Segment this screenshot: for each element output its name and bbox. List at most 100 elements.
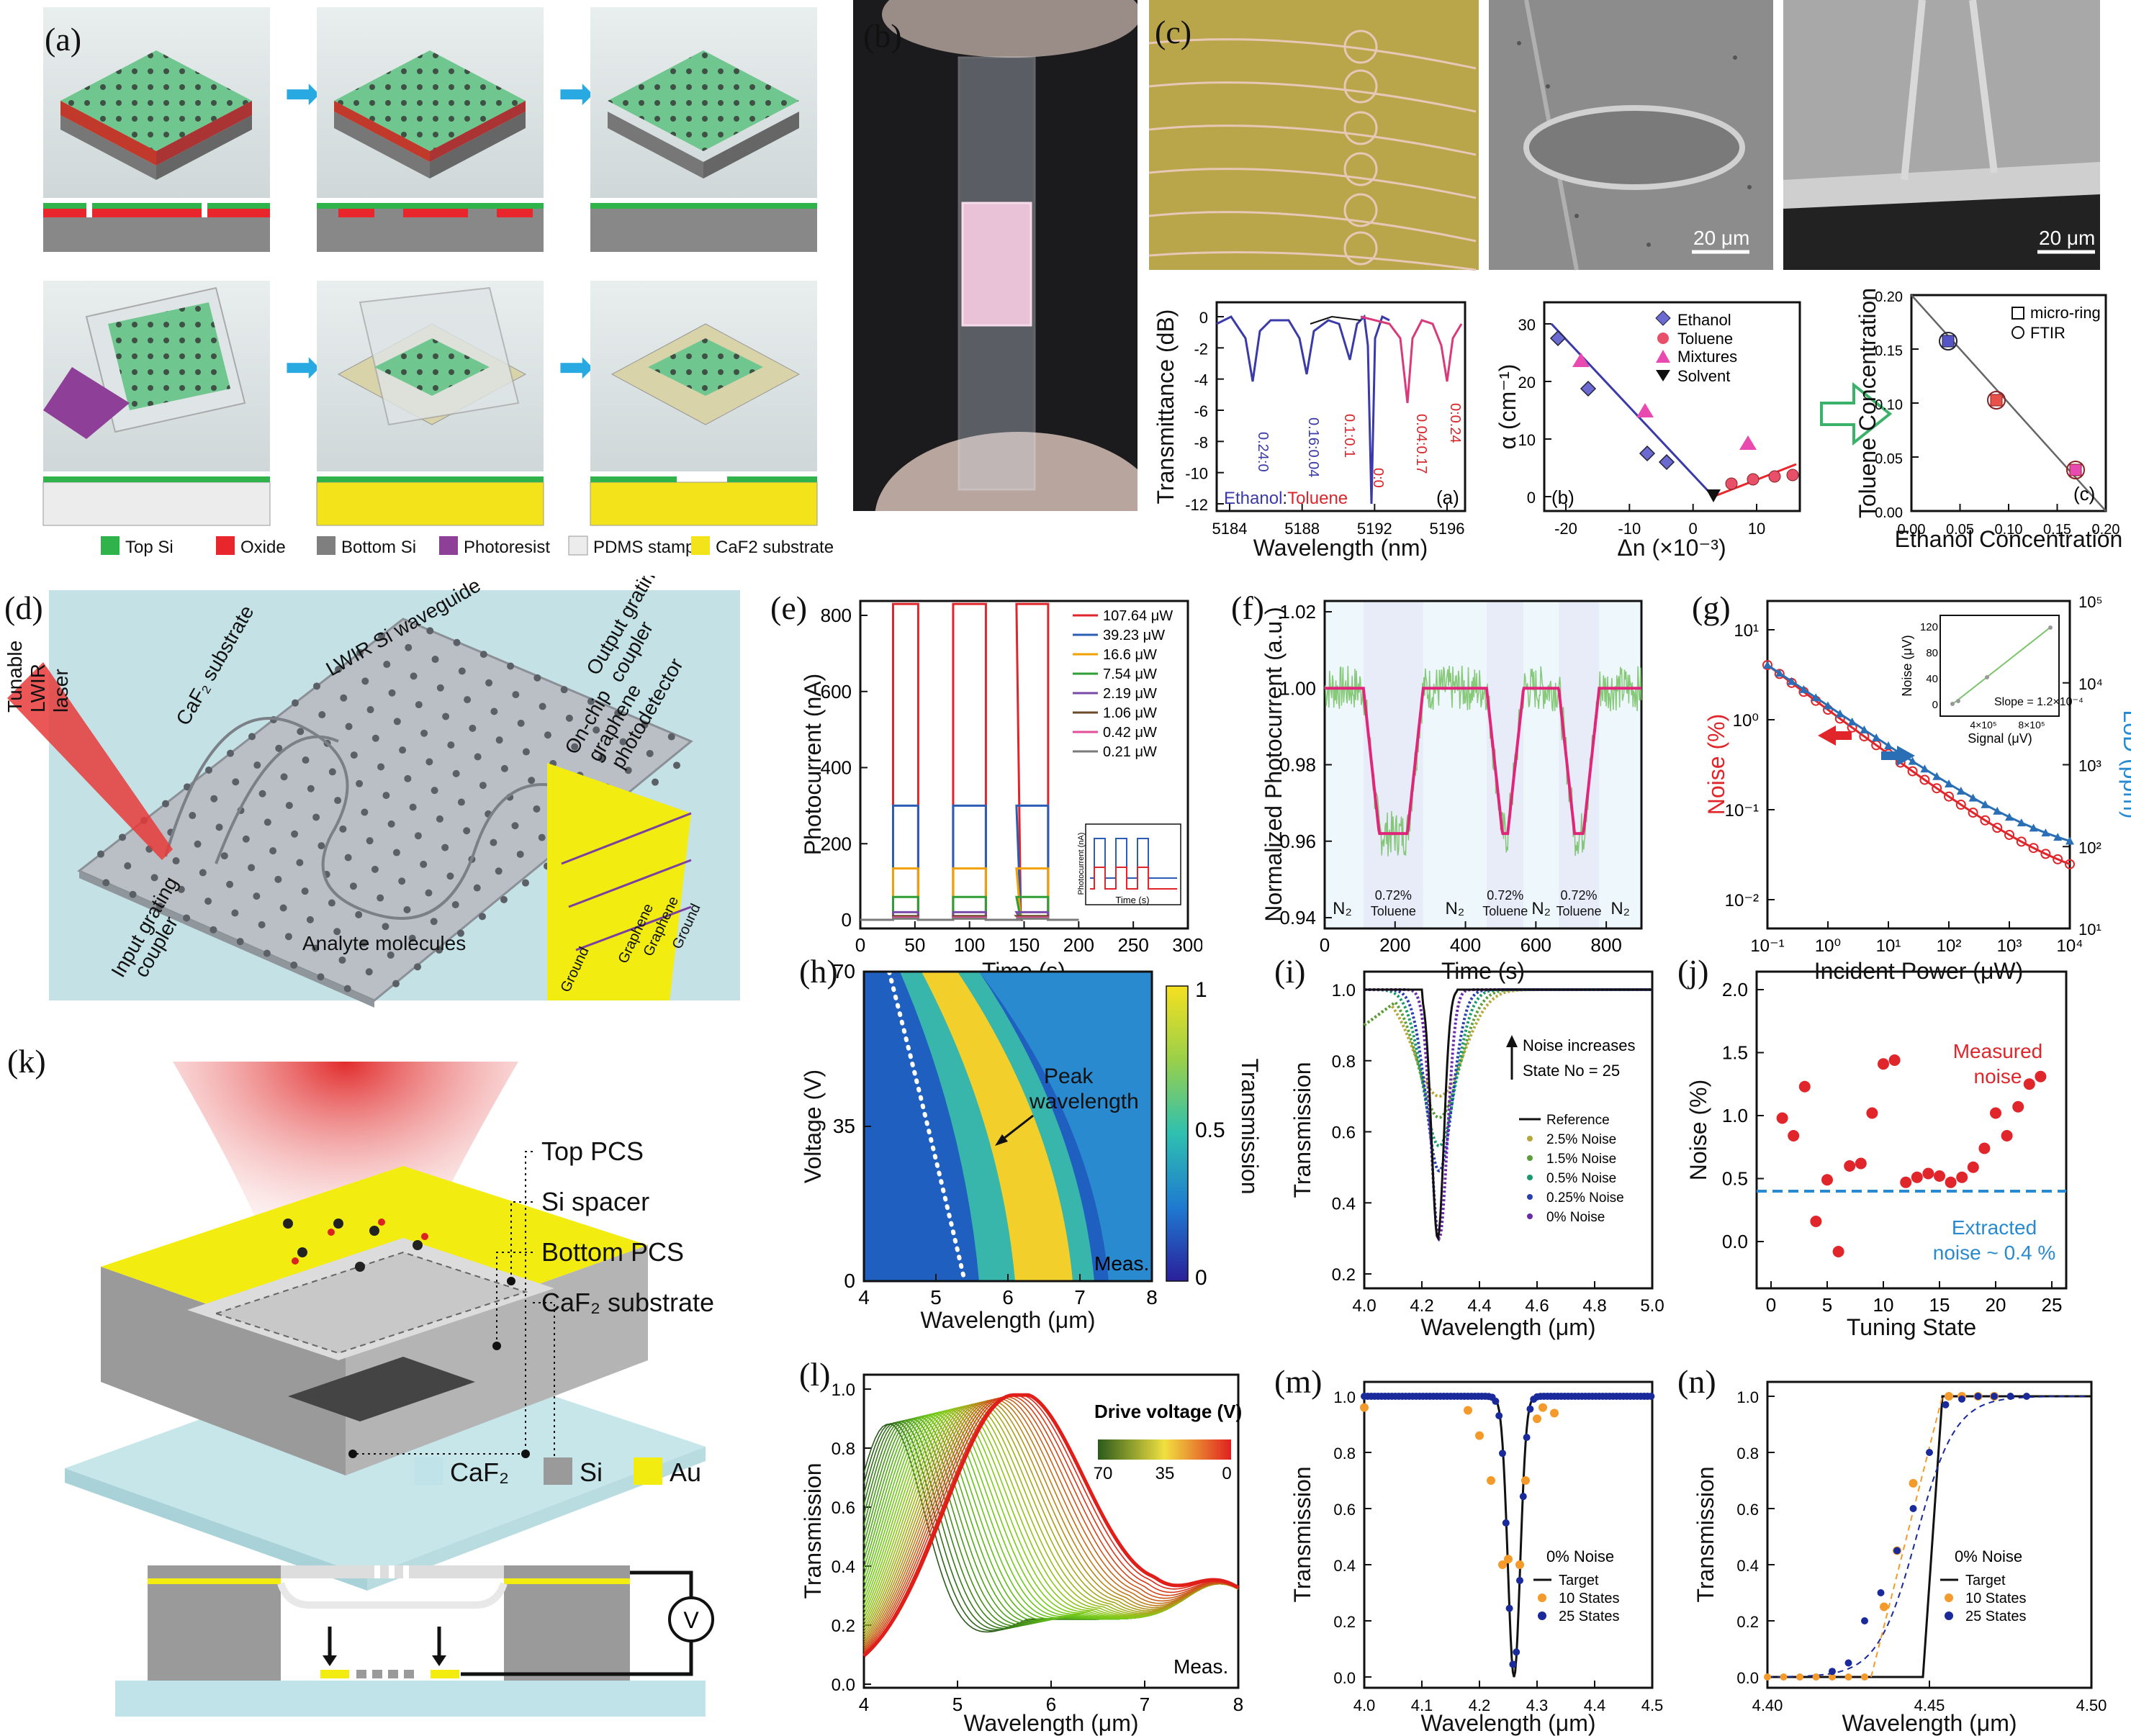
panel-d-figure: Tunable LWIR laser CaF₂ substrate LWIR S… <box>4 576 740 1008</box>
c-a-dip-6: 0:0.24 <box>1447 403 1463 443</box>
tick-label: 0 <box>842 909 852 931</box>
step-5 <box>316 281 544 526</box>
legend-entry: 0.21 μW <box>1103 744 1157 760</box>
tick-label: 2.0 <box>1722 979 1748 1000</box>
j-point <box>2035 1070 2047 1082</box>
k-label-si-spacer: Si spacer <box>541 1187 649 1216</box>
g-noise-point <box>2065 859 2075 869</box>
j-point <box>1934 1170 1945 1182</box>
g-lod-point <box>1872 733 1881 742</box>
tick-label: 10⁴ <box>2056 936 2083 956</box>
j-point <box>1967 1161 1979 1173</box>
legend-oxide: Oxide <box>240 538 286 557</box>
tick-label: 4.2 <box>1469 1696 1491 1714</box>
tick-label: 5 <box>1822 1294 1832 1316</box>
m-10-states-point <box>1464 1406 1472 1415</box>
g-ylabel-right: LoD (ppm) <box>2119 710 2131 818</box>
g-lod-point <box>2065 836 2074 845</box>
tick-label: 0 <box>1766 1294 1776 1316</box>
tick-label: 0.05 <box>1946 522 1974 538</box>
step-2 <box>317 7 544 252</box>
legend-top-si: Top Si <box>125 538 174 557</box>
tick-label: -4 <box>1194 371 1208 389</box>
panel-label-d: (d) <box>4 589 43 626</box>
m-10-states-point <box>1504 1555 1513 1564</box>
g-noise-point <box>2028 843 2039 854</box>
n-10-states-point <box>1909 1478 1918 1488</box>
j-point <box>1990 1107 2001 1119</box>
j-point <box>1888 1054 1901 1066</box>
k-legend-caf2: CaF₂ <box>450 1457 509 1487</box>
voltmeter-icon: V <box>683 1607 699 1633</box>
j-point <box>1956 1171 1968 1183</box>
tick-label: 250 <box>1117 934 1148 956</box>
panel-label-h: (h) <box>799 953 838 990</box>
c-b-legend-solvent: Solvent <box>1677 367 1730 385</box>
tick-label: 0.0 <box>832 1676 855 1695</box>
tick-label: 10 <box>1518 431 1536 449</box>
tick-label: 0.2 <box>1332 1265 1356 1285</box>
g-ylabel-left: Noise (%) <box>1703 714 1729 815</box>
arrow-icon <box>1820 381 1893 446</box>
tick-label: 1.0 <box>1736 1388 1759 1406</box>
panel-c: (c) 20 μm 20 μm Transmittance (dB) Wavel… <box>1145 0 2131 569</box>
k-legend-si: Si <box>580 1457 603 1487</box>
g-lod-point <box>1799 684 1808 693</box>
f-segment-label: 0.72% <box>1487 888 1523 903</box>
i-series <box>1363 988 1652 1119</box>
j-ylabel: Noise (%) <box>1685 1080 1711 1180</box>
tick-label: 1.5 <box>1722 1042 1748 1064</box>
panel-a-legend: Top Si Oxide Bottom Si Photoresist PDMS … <box>101 535 834 557</box>
l-cbar-title: Drive voltage (V) <box>1094 1401 1242 1422</box>
tick-label: 5188 <box>1284 520 1320 538</box>
step-4 <box>42 281 271 526</box>
k-legend: CaF₂ Si Au <box>414 1457 701 1487</box>
panel-label-e: (e) <box>770 589 807 626</box>
c-a-dip-3: 0.1:0.1 <box>1341 414 1357 458</box>
tick-label: 0 <box>1195 1266 1207 1290</box>
legend-swatch <box>1527 1175 1533 1180</box>
tick-label: 4.0 <box>1352 1296 1376 1316</box>
e-inset: Time (s) Photocurrent (nA) <box>1077 823 1181 905</box>
panel-b: (b) <box>853 0 1137 511</box>
tick-label: 400 <box>821 757 852 779</box>
tick-label: 1.0 <box>1333 1388 1356 1406</box>
tick-label: 0.98 <box>1279 754 1316 776</box>
tick-label: 8 <box>1146 1286 1158 1308</box>
c-a-sublabel: (a) <box>1436 487 1459 508</box>
h-ylabel: Voltage (V) <box>800 1070 826 1183</box>
tick-label: 120 <box>1920 621 1938 633</box>
g-lod-point <box>1968 793 1978 802</box>
m-10-states-point <box>1487 1476 1495 1485</box>
optical-micrograph <box>1149 0 1479 270</box>
j-point <box>1776 1112 1788 1124</box>
g-noise-point <box>2053 854 2063 864</box>
m-legend-10: 10 States <box>1559 1591 1620 1606</box>
tick-label: 10² <box>1937 936 1962 956</box>
arrow-icon <box>1881 746 1915 766</box>
tick-label: 0.8 <box>1736 1445 1759 1463</box>
tick-label: 150 <box>1009 934 1040 956</box>
c-b-legend-mixtures: Mixtures <box>1677 348 1737 366</box>
legend-entry: Reference <box>1546 1113 1610 1128</box>
h-cbar-label: Transmission <box>1237 1058 1263 1194</box>
n-legend-25: 25 States <box>1965 1609 2027 1624</box>
g-inset: Noise (μV) 0 40 80 120 4×10⁵ 8×10⁵ Signal (μ… <box>1900 615 2083 746</box>
k-cross-section: V <box>115 1565 714 1717</box>
e-inset-xlabel: Time (s) <box>1115 895 1149 905</box>
panel-e: Photocurrent (nA) Time (s) 0 50 100 150 200 2… <box>742 576 1202 1008</box>
tick-label: 300 <box>1172 934 1202 956</box>
tick-label: -20 <box>1554 520 1577 538</box>
tick-label: 8×10⁵ <box>2018 719 2045 731</box>
panel-label-m: (m) <box>1274 1363 1322 1400</box>
chart-f: Normalized Photocurrent (a.u.) Time (s) … <box>1231 589 1643 984</box>
tick-label: 1.00 <box>1279 677 1316 699</box>
tick-label: -10 <box>1185 465 1208 483</box>
m-10-states-point <box>1515 1560 1524 1569</box>
c-a-legend-ethanol: Ethanol <box>1224 489 1282 508</box>
tick-label: 5 <box>930 1286 942 1308</box>
c-c-legend-microring: micro-ring <box>2030 304 2101 322</box>
tick-label: 1.0 <box>1722 1105 1748 1126</box>
tick-label: 35 <box>1155 1464 1175 1483</box>
c-a-dip-1: 0.24:0 <box>1255 432 1271 472</box>
